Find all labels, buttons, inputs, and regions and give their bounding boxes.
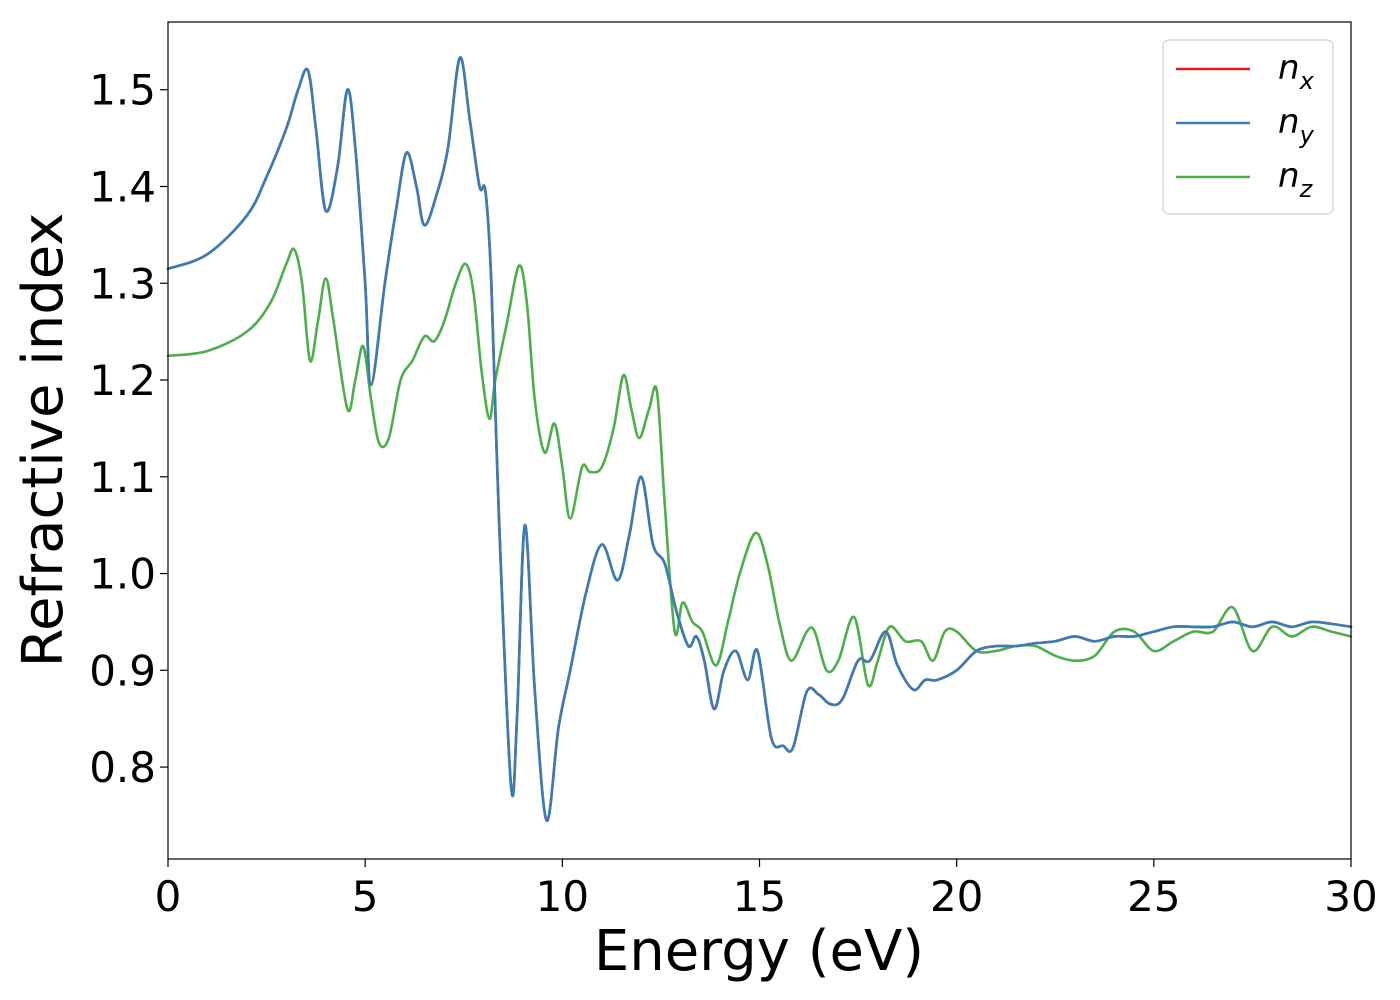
x-tick-label: 0 <box>155 872 182 921</box>
legend-label-subscript: y <box>1299 121 1315 149</box>
legend-label-base: n <box>1278 102 1300 142</box>
legend-label: nx <box>1278 48 1315 95</box>
series-line-n-y <box>166 56 1353 822</box>
x-tick-label: 5 <box>352 872 379 921</box>
x-tick-label: 20 <box>930 872 983 921</box>
x-axis-title: Energy (eV) <box>594 919 924 984</box>
legend-label-subscript: x <box>1299 67 1315 95</box>
y-tick-label: 1.4 <box>89 162 156 211</box>
x-tick-label: 25 <box>1127 872 1180 921</box>
y-tick-label: 0.9 <box>89 646 156 695</box>
series-line-n-z <box>166 247 1353 688</box>
series-layer <box>166 56 1353 822</box>
plot-background <box>168 22 1351 859</box>
y-axis: 0.8 0.9 1.0 1.1 1.2 1.3 1.4 1.5 <box>89 66 168 792</box>
legend-label-base: n <box>1278 48 1300 88</box>
y-tick-label: 1.2 <box>89 356 156 405</box>
x-tick-label: 15 <box>733 872 786 921</box>
legend-label: ny <box>1278 102 1315 149</box>
y-tick-label: 0.8 <box>89 743 156 792</box>
x-axis: 0 5 10 15 20 25 30 <box>155 859 1378 921</box>
legend-label: nz <box>1278 156 1314 203</box>
legend-box <box>1162 39 1334 215</box>
x-tick-label: 30 <box>1324 872 1377 921</box>
y-tick-label: 1.1 <box>89 453 156 502</box>
x-tick-label: 10 <box>536 872 589 921</box>
y-tick-label: 1.3 <box>89 259 156 308</box>
y-tick-label: 1.5 <box>89 66 156 115</box>
legend-label-subscript: z <box>1299 175 1314 203</box>
legend-label-base: n <box>1278 156 1300 196</box>
y-axis-title: Refractive index <box>11 213 76 668</box>
y-tick-label: 1.0 <box>89 550 156 599</box>
